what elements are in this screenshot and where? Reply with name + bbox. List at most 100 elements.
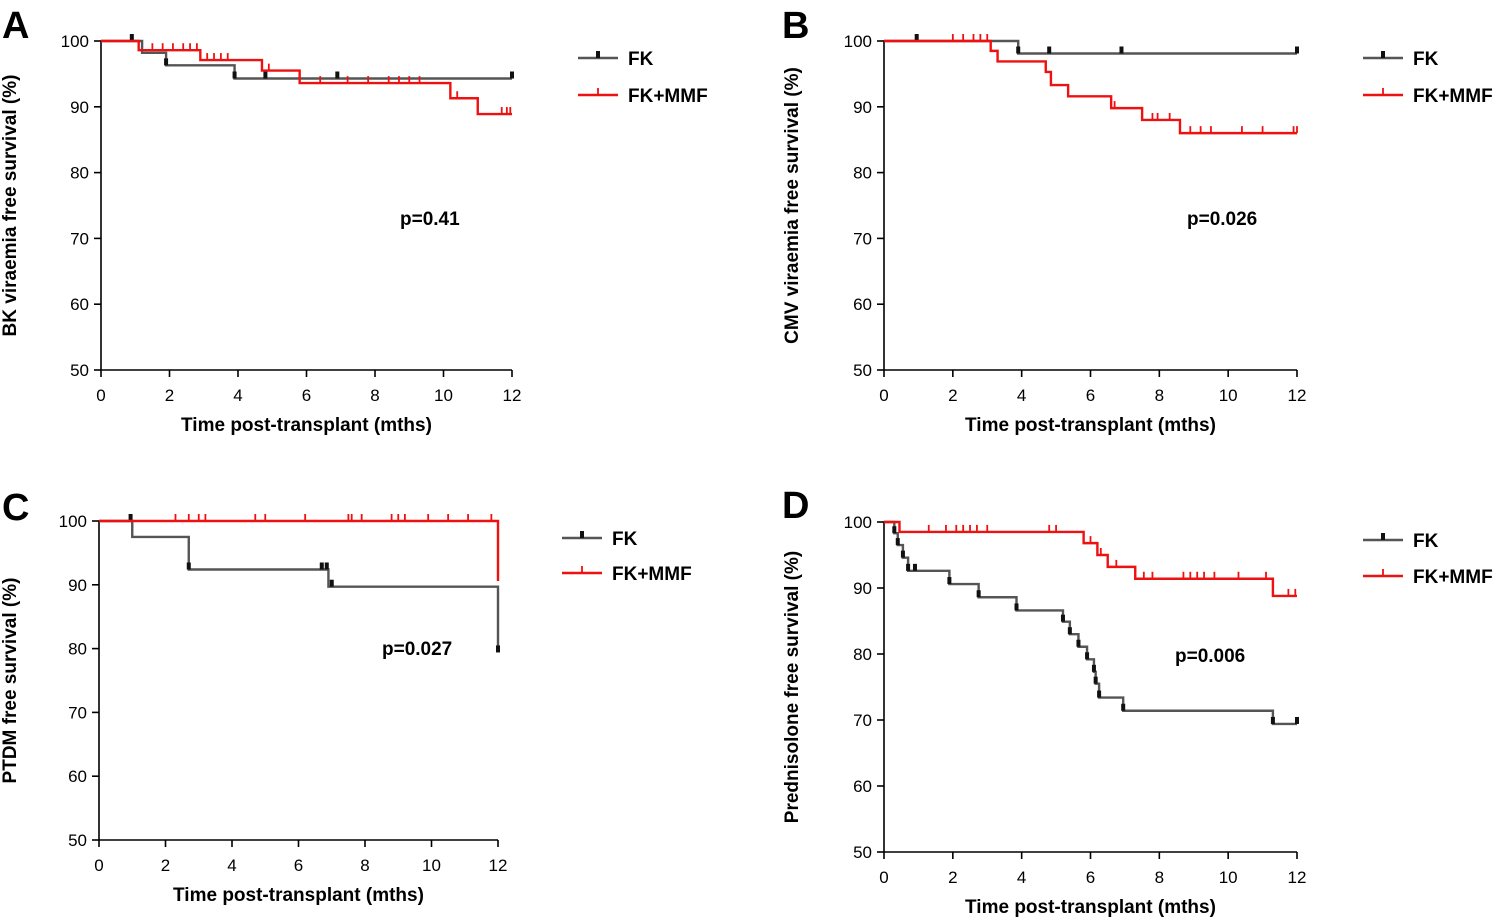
censor-mark [1119,46,1124,54]
censor-mark [1295,716,1299,724]
y-tick-label: 80 [68,640,87,659]
censor-mark [129,34,134,41]
y-tick-label: 50 [853,361,872,380]
survival-curve [884,520,1297,598]
panel-letter: A [2,5,29,47]
censor-mark [892,526,897,534]
censor-mark [232,71,237,79]
x-tick-label: 12 [1288,868,1307,887]
x-tick-label: 12 [489,856,508,875]
censor-mark [1047,46,1052,54]
censor-mark [263,71,268,79]
censor-mark [128,514,133,521]
x-tick-label: 2 [165,386,174,405]
panel-b: B 50 60 70 80 90 100 0 2 4 6 8 10 12 Time post-transpl… [782,5,1493,436]
panel-letter: B [782,5,809,47]
x-tick-label: 10 [422,856,441,875]
y-tick-label: 60 [853,777,872,796]
legend-label: FK+MMF [628,86,708,107]
x-tick-label: 10 [434,386,453,405]
censor-mark [1076,639,1081,647]
y-tick-label: 90 [70,98,89,117]
censor-mark [324,562,329,570]
legend: FK FK+MMF [1363,49,1493,107]
series-fk-mmf [99,514,500,581]
x-tick-label: 12 [503,386,522,405]
censor-mark [947,577,952,585]
x-tick-label: 2 [161,856,170,875]
censor-mark [1067,627,1072,635]
survival-curve [884,39,1297,135]
y-tick-label: 70 [853,711,872,730]
y-tick-label: 70 [853,229,872,248]
survival-curve [99,519,500,581]
series-fk [99,514,500,653]
series-fk-mmf [884,520,1297,598]
y-tick-label: 100 [61,32,89,51]
x-axis-title: Time post-transplant (mths) [965,415,1216,436]
legend: FK FK+MMF [1363,531,1493,588]
censor-mark [1016,46,1021,54]
p-value-annotation: p=0.026 [1187,209,1257,230]
y-tick-label: 80 [853,164,872,183]
p-value-annotation: p=0.006 [1175,646,1245,667]
x-tick-label: 8 [1155,868,1164,887]
y-tick-label: 100 [59,512,87,531]
legend-label: FK [628,49,654,70]
panel-letter: D [782,485,809,527]
legend-censor-mark [1381,51,1385,58]
survival-curve [884,39,1297,55]
x-tick-label: 0 [94,856,103,875]
y-axis-title: CMV viraemia free survival (%) [782,67,803,344]
legend-label: FK [1413,531,1439,552]
censor-mark [1097,690,1102,698]
y-axis-title: PTDM free survival (%) [0,578,21,784]
legend-label: FK+MMF [612,564,692,585]
survival-curve [101,39,512,116]
series-fk [884,520,1299,726]
censor-mark [914,34,919,41]
x-tick-label: 2 [948,868,957,887]
censor-mark [1091,664,1096,672]
x-tick-label: 6 [294,856,303,875]
censor-mark [895,538,900,546]
x-tick-label: 10 [1219,868,1238,887]
y-tick-label: 80 [853,645,872,664]
y-tick-label: 70 [68,703,87,722]
censor-mark [319,562,324,570]
censor-mark [329,579,334,587]
series-fk-mmf [101,39,512,116]
censor-mark [1093,676,1098,684]
x-tick-label: 10 [1219,386,1238,405]
censor-mark [186,562,191,570]
legend-label: FK [1413,49,1439,70]
y-tick-label: 90 [853,98,872,117]
censor-mark [496,645,500,653]
censor-mark [1085,652,1090,660]
x-tick-label: 0 [879,868,888,887]
y-tick-label: 50 [853,843,872,862]
y-tick-label: 70 [70,229,89,248]
x-tick-label: 6 [302,386,311,405]
legend-label: FK+MMF [1413,86,1493,107]
censor-mark [906,563,911,571]
survival-curve [884,520,1297,726]
x-tick-label: 8 [1155,386,1164,405]
legend-censor-mark [1381,533,1385,540]
y-tick-label: 90 [68,576,87,595]
series-fk-mmf [884,34,1298,135]
x-tick-label: 4 [1017,868,1026,887]
censor-mark [1121,703,1126,711]
y-tick-label: 80 [70,164,89,183]
censor-mark [976,590,981,598]
panel-a: A 50 60 70 80 90 100 0 2 4 6 8 10 12 Time post-transpl… [0,5,708,436]
censor-mark [335,71,340,79]
censor-mark [1295,46,1299,54]
y-tick-label: 60 [853,295,872,314]
censor-mark [1270,716,1275,724]
legend-censor-mark [580,531,584,538]
censor-mark [510,71,514,79]
y-tick-label: 90 [853,579,872,598]
censor-mark [1014,603,1019,611]
